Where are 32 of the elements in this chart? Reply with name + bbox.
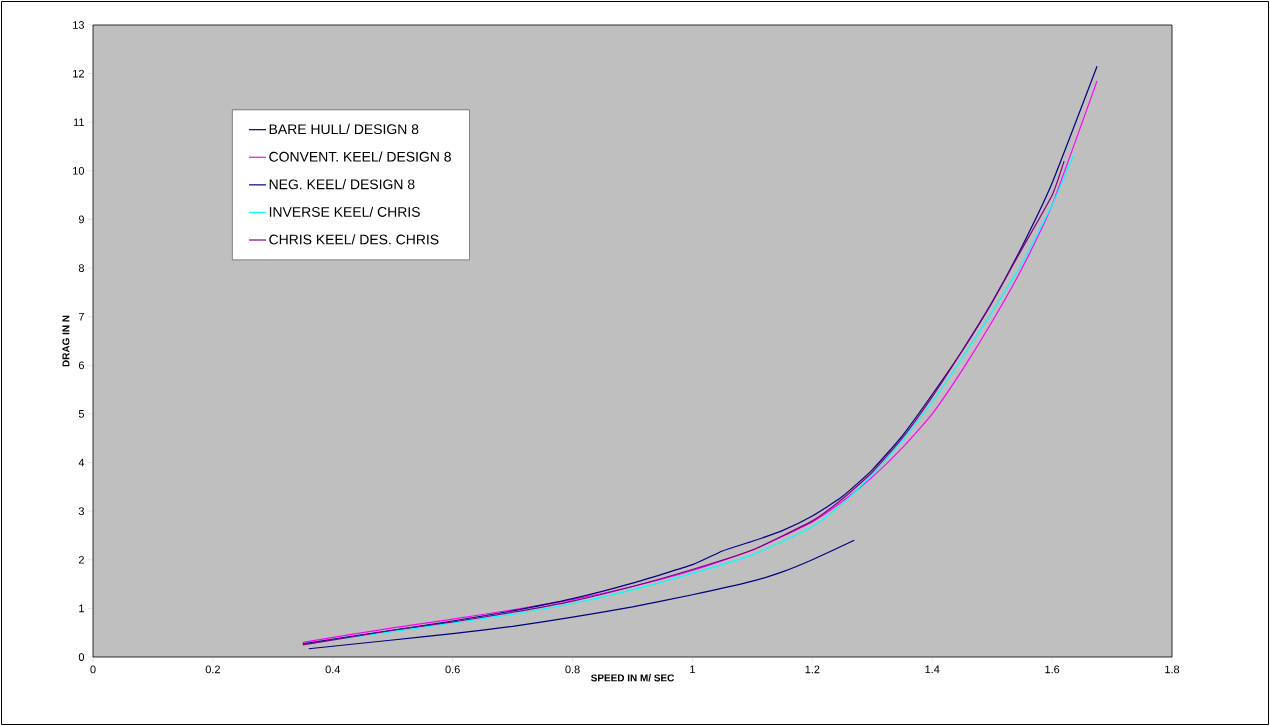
y-tick-label: 2 xyxy=(78,555,84,564)
y-tick-label: 1 xyxy=(79,604,84,613)
x-tick-label: 0.6 xyxy=(445,665,460,674)
y-tick-label: 0 xyxy=(78,653,85,661)
y-tick-label: 12 xyxy=(73,69,84,78)
y-axis-title: DRAG IN N xyxy=(62,315,70,367)
x-tick-label: 0.4 xyxy=(325,665,341,674)
y-tick-label: 9 xyxy=(78,215,84,224)
x-tick-label: 1 xyxy=(690,665,695,674)
x-tick-label: 1.2 xyxy=(805,665,820,674)
legend-label: BARE HULL/ DESIGN 8 xyxy=(269,123,419,135)
legend-label: CHRIS KEEL/ DES. CHRIS xyxy=(269,234,439,245)
legend-label: INVERSE KEEL/ CHRIS xyxy=(269,206,420,217)
legend-label: CONVENT. KEEL/ DESIGN 8 xyxy=(269,151,451,162)
y-tick-label: 8 xyxy=(78,264,84,272)
y-tick-label: 4 xyxy=(78,458,85,467)
line-series xyxy=(308,539,855,650)
x-axis-title: SPEED IN M/ SEC xyxy=(590,674,675,682)
y-tick-label: 5 xyxy=(78,410,85,418)
x-tick-label: 0 xyxy=(90,665,96,674)
x-tick-label: 1.6 xyxy=(1045,665,1060,674)
y-tick-label: 3 xyxy=(78,507,84,516)
x-tick-label: 1.4 xyxy=(925,665,940,674)
legend-label: NEG. KEEL/ DESIGN 8 xyxy=(269,179,415,190)
y-tick-label: 10 xyxy=(73,166,85,175)
x-tick-label: 1.8 xyxy=(1165,665,1180,674)
y-tick-label: 6 xyxy=(78,361,84,370)
y-tick-label: 7 xyxy=(78,312,84,321)
y-tick-label: 11 xyxy=(73,118,84,126)
x-tick-label: 0.8 xyxy=(565,665,580,674)
x-tick-label: 0.2 xyxy=(205,665,220,674)
y-tick-label: 13 xyxy=(73,21,84,29)
